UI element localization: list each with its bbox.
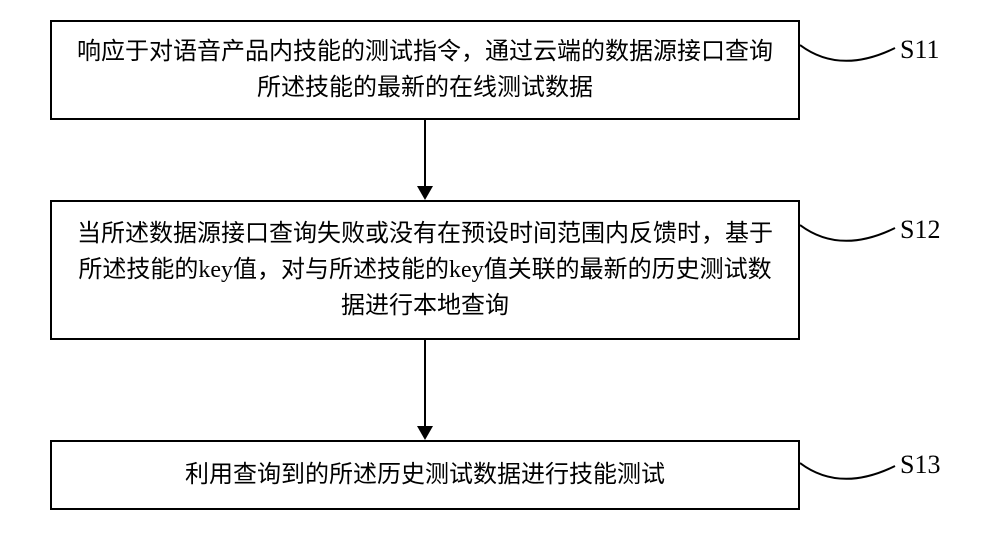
connector-curve-3 [800, 438, 900, 488]
box-3-text: 利用查询到的所述历史测试数据进行技能测试 [185, 457, 665, 493]
flowchart-box-1: 响应于对语音产品内技能的测试指令，通过云端的数据源接口查询所述技能的最新的在线测… [50, 20, 800, 120]
arrow-head-1 [417, 186, 433, 200]
connector-curve-1 [800, 20, 900, 70]
flowchart-box-2: 当所述数据源接口查询失败或没有在预设时间范围内反馈时，基于所述技能的key值，对… [50, 200, 800, 340]
box-2-text: 当所述数据源接口查询失败或没有在预设时间范围内反馈时，基于所述技能的key值，对… [72, 216, 778, 324]
flowchart-container: 响应于对语音产品内技能的测试指令，通过云端的数据源接口查询所述技能的最新的在线测… [0, 0, 1000, 556]
connector-curve-2 [800, 200, 900, 250]
flowchart-box-3: 利用查询到的所述历史测试数据进行技能测试 [50, 440, 800, 510]
step-label-3: S13 [900, 450, 940, 480]
arrow-head-2 [417, 426, 433, 440]
box-1-text: 响应于对语音产品内技能的测试指令，通过云端的数据源接口查询所述技能的最新的在线测… [72, 34, 778, 106]
arrow-line-2 [424, 340, 426, 426]
step-label-2: S12 [900, 215, 940, 245]
arrow-line-1 [424, 120, 426, 186]
step-label-1: S11 [900, 35, 940, 65]
